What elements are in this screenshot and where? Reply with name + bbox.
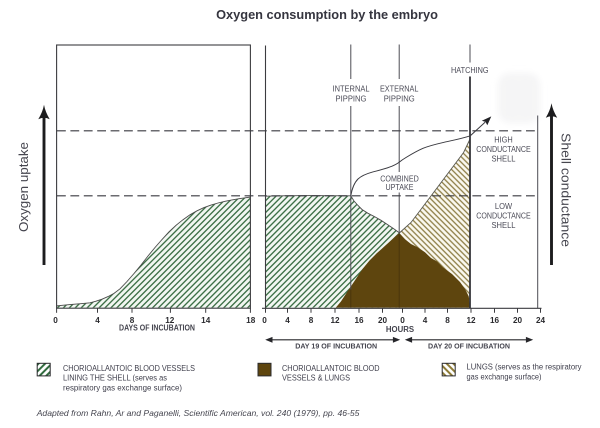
svg-text:0: 0 [53, 316, 58, 325]
svg-text:8: 8 [445, 316, 450, 325]
svg-text:COMBINED: COMBINED [380, 174, 419, 183]
svg-text:12: 12 [466, 316, 476, 325]
svg-text:14: 14 [201, 316, 211, 325]
svg-text:0: 0 [262, 316, 267, 325]
svg-text:16: 16 [354, 316, 364, 325]
svg-text:CONDUCTANCE: CONDUCTANCE [476, 145, 531, 154]
svg-text:gas exchange surface): gas exchange surface) [467, 372, 542, 381]
svg-text:SHELL: SHELL [492, 221, 517, 230]
svg-text:20: 20 [513, 316, 523, 325]
svg-text:DAY 19 OF INCUBATION: DAY 19 OF INCUBATION [295, 342, 377, 351]
svg-text:Oxygen consumption by the embr: Oxygen consumption by the embryo [216, 7, 438, 22]
svg-text:24: 24 [536, 316, 546, 325]
svg-text:HOURS: HOURS [386, 325, 414, 334]
svg-text:CHORIOALLANTOIC BLOOD: CHORIOALLANTOIC BLOOD [282, 364, 380, 373]
svg-text:4: 4 [285, 316, 290, 325]
svg-text:Shell conductance: Shell conductance [559, 133, 573, 247]
svg-text:20: 20 [378, 316, 388, 325]
svg-text:Adapted from Rahn, Ar and Paga: Adapted from Rahn, Ar and Paganelli, Sci… [36, 408, 360, 418]
svg-text:DAY 20 OF INCUBATION: DAY 20 OF INCUBATION [428, 342, 510, 351]
svg-text:16: 16 [490, 316, 500, 325]
svg-text:4: 4 [423, 316, 428, 325]
svg-text:LOW: LOW [495, 202, 513, 211]
svg-text:UPTAKE: UPTAKE [386, 183, 414, 192]
svg-text:EXTERNAL: EXTERNAL [380, 85, 419, 94]
svg-text:12: 12 [330, 316, 340, 325]
svg-text:LINING THE SHELL (serves as: LINING THE SHELL (serves as [63, 374, 167, 383]
svg-text:18: 18 [246, 316, 256, 325]
svg-text:VESSELS & LUNGS: VESSELS & LUNGS [282, 374, 350, 383]
svg-text:respiratory gas exchange surfa: respiratory gas exchange surface) [63, 383, 182, 392]
svg-text:PIPPING: PIPPING [336, 95, 367, 104]
svg-text:INTERNAL: INTERNAL [333, 85, 371, 94]
svg-text:HIGH: HIGH [494, 135, 513, 144]
svg-text:HATCHING: HATCHING [451, 66, 489, 75]
svg-text:SHELL: SHELL [492, 154, 517, 163]
svg-text:8: 8 [130, 316, 135, 325]
svg-text:CONDUCTANCE: CONDUCTANCE [476, 211, 531, 220]
svg-text:DAYS OF INCUBATION: DAYS OF INCUBATION [119, 324, 195, 333]
svg-text:PIPPING: PIPPING [384, 95, 415, 104]
svg-text:12: 12 [165, 316, 175, 325]
svg-text:LUNGS (serves as the respirato: LUNGS (serves as the respiratory [467, 362, 582, 371]
svg-text:8: 8 [309, 316, 314, 325]
svg-text:4: 4 [95, 316, 100, 325]
svg-text:CHORIOALLANTOIC BLOOD VESSELS: CHORIOALLANTOIC BLOOD VESSELS [63, 364, 195, 373]
svg-text:0: 0 [400, 316, 405, 325]
svg-text:Oxygen uptake: Oxygen uptake [17, 142, 31, 232]
